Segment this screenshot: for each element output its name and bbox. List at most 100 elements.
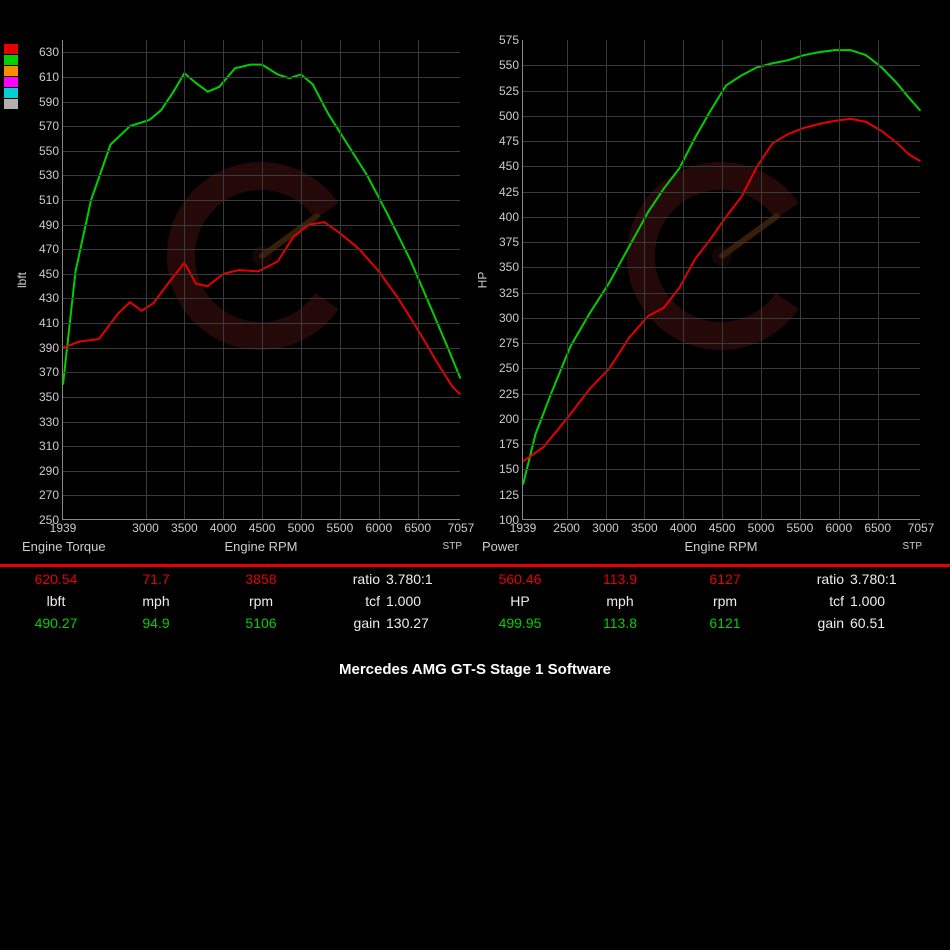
ytick: 490 <box>39 218 63 232</box>
ytick: 200 <box>499 412 523 426</box>
tq-tcf-label: tcf <box>316 593 386 609</box>
power-xlabel: Engine RPM <box>685 539 758 554</box>
xtick: 4000 <box>670 519 697 535</box>
ytick: 150 <box>499 462 523 476</box>
ytick: 510 <box>39 193 63 207</box>
ytick: 375 <box>499 235 523 249</box>
hp-unit-rpm: rpm <box>670 593 780 609</box>
tq-unit-mph: mph <box>106 593 206 609</box>
tq-unit-rpm: rpm <box>206 593 316 609</box>
hp-tcf: 1.000 <box>850 593 920 609</box>
ytick: 225 <box>499 387 523 401</box>
torque-ylabel: lbft <box>15 272 29 288</box>
ytick: 125 <box>499 488 523 502</box>
hp-stock-mph: 113.8 <box>570 615 670 631</box>
xtick: 5000 <box>288 519 315 535</box>
tq-ratio-label: ratio <box>316 571 386 587</box>
xtick: 1939 <box>50 519 77 535</box>
xtick: 3000 <box>592 519 619 535</box>
tq-gain-label: gain <box>316 615 386 631</box>
xtick: 4500 <box>709 519 736 535</box>
ytick: 175 <box>499 437 523 451</box>
xtick: 7057 <box>908 519 935 535</box>
ytick: 350 <box>499 260 523 274</box>
ytick: 275 <box>499 336 523 350</box>
tq-stock-mph: 94.9 <box>106 615 206 631</box>
tq-tcf: 1.000 <box>386 593 456 609</box>
ytick: 250 <box>499 361 523 375</box>
hp-stock-rpm: 6121 <box>670 615 780 631</box>
hp-stock-val: 499.95 <box>470 615 570 631</box>
tq-tuned-val: 620.54 <box>6 571 106 587</box>
power-chart: 1001251501752002252502753003253503754004… <box>522 40 920 520</box>
xtick: 6500 <box>404 519 431 535</box>
ytick: 590 <box>39 95 63 109</box>
ytick: 570 <box>39 119 63 133</box>
xtick: 2500 <box>553 519 580 535</box>
xtick: 1939 <box>510 519 537 535</box>
ytick: 400 <box>499 210 523 224</box>
ytick: 330 <box>39 415 63 429</box>
power-ylabel: HP <box>475 272 489 289</box>
xtick: 6000 <box>825 519 852 535</box>
ytick: 450 <box>499 159 523 173</box>
tq-stock-val: 490.27 <box>6 615 106 631</box>
ytick: 425 <box>499 185 523 199</box>
xtick: 5000 <box>748 519 775 535</box>
torque-title: Engine Torque <box>22 539 106 554</box>
xtick: 3000 <box>132 519 159 535</box>
ytick: 525 <box>499 84 523 98</box>
tq-tuned-mph: 71.7 <box>106 571 206 587</box>
ytick: 370 <box>39 365 63 379</box>
ytick: 475 <box>499 134 523 148</box>
hp-tuned-mph: 113.9 <box>570 571 670 587</box>
tq-stock-rpm: 5106 <box>206 615 316 631</box>
ytick: 550 <box>39 144 63 158</box>
torque-chart: 2502702903103303503703904104304504704905… <box>62 40 460 520</box>
xtick: 4000 <box>210 519 237 535</box>
ytick: 310 <box>39 439 63 453</box>
ytick: 410 <box>39 316 63 330</box>
ytick: 390 <box>39 341 63 355</box>
xtick: 3500 <box>171 519 198 535</box>
xtick: 6500 <box>864 519 891 535</box>
hp-unit-mph: mph <box>570 593 670 609</box>
ytick: 450 <box>39 267 63 281</box>
xtick: 4500 <box>249 519 276 535</box>
readout-table: 620.54 71.7 3858 ratio 3.780:1 560.46 11… <box>0 564 950 633</box>
xtick: 6000 <box>365 519 392 535</box>
ytick: 290 <box>39 464 63 478</box>
ytick: 325 <box>499 286 523 300</box>
caption: Mercedes AMG GT-S Stage 1 Software <box>0 661 950 678</box>
ytick: 430 <box>39 291 63 305</box>
tq-gain: 130.27 <box>386 615 456 631</box>
xtick: 7057 <box>448 519 475 535</box>
ytick: 270 <box>39 488 63 502</box>
power-stp: STP <box>903 541 922 552</box>
hp-gain: 60.51 <box>850 615 920 631</box>
ytick: 550 <box>499 58 523 72</box>
torque-stp: STP <box>443 541 462 552</box>
ytick: 470 <box>39 242 63 256</box>
hp-tcf-label: tcf <box>780 593 850 609</box>
tq-unit-val: lbft <box>6 593 106 609</box>
hp-ratio: 3.780:1 <box>850 571 920 587</box>
power-title: Power <box>482 539 519 554</box>
ytick: 300 <box>499 311 523 325</box>
hp-gain-label: gain <box>780 615 850 631</box>
ytick: 575 <box>499 33 523 47</box>
ytick: 530 <box>39 168 63 182</box>
xtick: 5500 <box>787 519 814 535</box>
hp-tuned-val: 560.46 <box>470 571 570 587</box>
hp-ratio-label: ratio <box>780 571 850 587</box>
xtick: 5500 <box>327 519 354 535</box>
legend-swatches <box>4 44 18 110</box>
hp-tuned-rpm: 6127 <box>670 571 780 587</box>
tq-tuned-rpm: 3858 <box>206 571 316 587</box>
torque-xlabel: Engine RPM <box>225 539 298 554</box>
ytick: 500 <box>499 109 523 123</box>
ytick: 630 <box>39 45 63 59</box>
ytick: 350 <box>39 390 63 404</box>
hp-unit-val: HP <box>470 593 570 609</box>
ytick: 610 <box>39 70 63 84</box>
